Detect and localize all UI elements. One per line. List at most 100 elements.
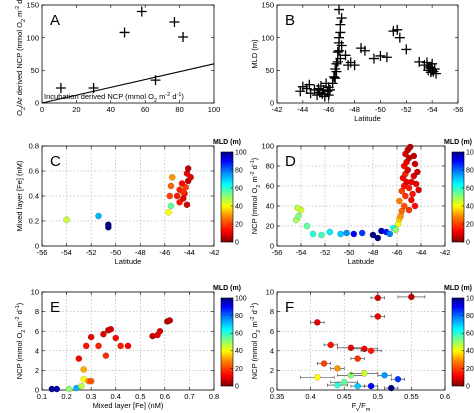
data-point — [55, 82, 66, 93]
x-tick-label: -46 — [392, 248, 403, 257]
data-point — [167, 202, 175, 210]
data-point — [368, 53, 379, 64]
y-tick-label: 40 — [266, 202, 274, 211]
data-point — [402, 192, 409, 200]
x-tick-label: -48 — [135, 248, 146, 257]
panel-letter: E — [50, 299, 60, 316]
x-axis-label: Latitude — [348, 257, 375, 266]
data-point — [412, 180, 420, 188]
colorbar: 0 20 40 60 80 100 MLD (m) — [213, 139, 247, 246]
data-point — [350, 230, 358, 238]
data-point — [405, 206, 413, 214]
x-tick-label: -54 — [296, 248, 307, 257]
x-axis-label: Mixed layer [Fe] (nM) — [93, 401, 164, 410]
y-tick-label: 0 — [35, 242, 39, 251]
panel-a: 0 20 40 60 80 100 0 50 100 150 Incubation derived … — [15, 0, 220, 116]
data-point — [312, 90, 323, 101]
data-point — [414, 56, 425, 67]
colorbar-tick-label: 40 — [235, 348, 243, 355]
x-tick-label: 40 — [107, 105, 115, 114]
data-point — [411, 202, 419, 210]
data-point — [328, 71, 339, 82]
x-tick-label: -42 — [272, 105, 283, 114]
colorbar-tick-label: 100 — [235, 295, 247, 302]
panel-letter: B — [285, 12, 295, 29]
colorbar-tick-label: 100 — [466, 295, 474, 302]
x-tick-label: -52 — [320, 248, 331, 257]
data-point — [295, 86, 306, 97]
x-tick-label: -50 — [375, 105, 386, 114]
y-tick-label: 4 — [270, 346, 274, 355]
y-tick-label: 100 — [261, 142, 274, 151]
colorbar-tick-label: 20 — [235, 221, 243, 228]
data-point — [411, 160, 419, 168]
data-point — [419, 60, 430, 71]
data-point — [404, 166, 412, 174]
x-tick-label: 0.4 — [305, 392, 315, 401]
data-point — [314, 373, 321, 381]
colorbar-tick-label: 20 — [466, 366, 474, 373]
axes-box — [276, 4, 459, 104]
y-tick-label: 6 — [35, 327, 39, 336]
y-tick-label: 150 — [26, 1, 39, 10]
data-point — [179, 188, 187, 196]
data-point — [343, 229, 350, 237]
y-tick-label: 0.8 — [29, 142, 39, 151]
data-point — [335, 19, 346, 30]
colorbar-tick-label: 60 — [466, 331, 474, 338]
y-axis-label: O2/Ar derived NCP (mmol O2 m-2 d-1) — [15, 0, 27, 116]
x-tick-label: -44 — [416, 248, 427, 257]
data-point — [178, 32, 189, 43]
colorbar-tick-label: 0 — [235, 383, 239, 390]
y-tick-label: 6 — [270, 327, 274, 336]
x-tick-label: -56 — [272, 248, 283, 257]
x-tick-label: 0.5 — [135, 392, 145, 401]
panel-b: -42 -44 -46 -48 -50 -52 -54 -56 0 50 100 150 Latitud… — [250, 1, 463, 123]
colorbar-title: MLD (m) — [213, 285, 241, 292]
data-point — [178, 180, 186, 187]
data-point — [100, 330, 107, 338]
colorbar-tick-label: 100 — [466, 149, 474, 156]
data-point — [387, 384, 395, 392]
x-tick-label: 0.7 — [184, 392, 194, 401]
data-point — [75, 355, 83, 362]
data-point — [428, 66, 439, 77]
y-tick-label: 0 — [270, 242, 274, 251]
colorbar-tick-label: 60 — [466, 185, 474, 192]
x-tick-label: 100 — [208, 105, 221, 114]
x-tick-label: -56 — [37, 248, 48, 257]
y-tick-label: 2 — [270, 366, 274, 375]
data-point — [367, 347, 375, 355]
colorbar-gradient — [451, 151, 465, 243]
data-point — [367, 382, 375, 390]
y-tick-label: 8 — [270, 307, 274, 316]
data-point — [105, 221, 112, 229]
panel-letter: C — [50, 153, 61, 170]
data-point — [95, 212, 102, 220]
data-point — [167, 182, 175, 190]
y-tick-label: 0 — [270, 386, 274, 395]
data-point — [173, 192, 181, 200]
y-tick-label: 150 — [261, 1, 274, 10]
x-tick-label: 0.6 — [160, 392, 170, 401]
data-point — [294, 204, 301, 212]
data-point — [340, 50, 351, 61]
data-point — [361, 345, 368, 353]
y-tick-label: 100 — [261, 33, 274, 42]
colorbar-tick-label: 80 — [235, 313, 243, 320]
x-tick-label: -44 — [184, 248, 195, 257]
data-point — [410, 172, 418, 180]
x-axis-label: Incubation derived NCP (mmol O2 m-2 d-1) — [44, 92, 184, 104]
axes-box — [276, 291, 446, 391]
x-axis-label: Latitude — [115, 257, 142, 266]
x-tick-label: -42 — [209, 248, 220, 257]
data-point — [332, 47, 343, 58]
x-tick-label: -54 — [61, 248, 72, 257]
y-tick-label: 50 — [31, 66, 39, 75]
data-point — [309, 230, 317, 238]
y-tick-label: 4 — [35, 346, 39, 355]
data-point — [318, 231, 325, 239]
colorbar-tick-label: 40 — [466, 203, 474, 210]
colorbar-tick-label: 100 — [235, 149, 247, 156]
